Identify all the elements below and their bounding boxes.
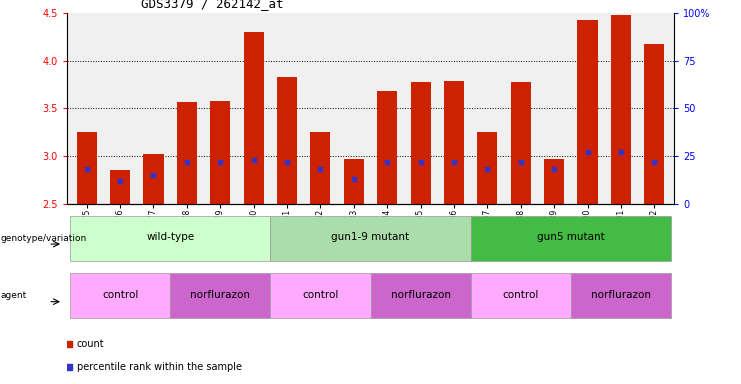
Bar: [471, 216, 671, 260]
Bar: [70, 216, 270, 260]
Text: agent: agent: [1, 291, 27, 300]
Bar: [210, 101, 230, 204]
Bar: [544, 159, 564, 204]
Bar: [110, 170, 130, 204]
Bar: [70, 273, 170, 318]
Text: gun1-9 mutant: gun1-9 mutant: [331, 232, 410, 242]
Text: control: control: [302, 290, 339, 300]
Text: genotype/variation: genotype/variation: [1, 233, 87, 243]
Bar: [77, 132, 97, 204]
Text: count: count: [77, 339, 104, 349]
Bar: [244, 33, 264, 204]
Text: norflurazon: norflurazon: [391, 290, 451, 300]
Text: gun5 mutant: gun5 mutant: [537, 232, 605, 242]
Bar: [471, 273, 571, 318]
Bar: [270, 216, 471, 260]
Bar: [644, 44, 664, 204]
Text: norflurazon: norflurazon: [591, 290, 651, 300]
Text: wild-type: wild-type: [146, 232, 194, 242]
Bar: [577, 20, 597, 204]
Bar: [511, 82, 531, 204]
Bar: [571, 273, 671, 318]
Bar: [310, 132, 330, 204]
Text: GDS3379 / 262142_at: GDS3379 / 262142_at: [141, 0, 283, 10]
Bar: [277, 77, 297, 204]
Bar: [170, 273, 270, 318]
Text: control: control: [102, 290, 139, 300]
Bar: [144, 154, 164, 204]
Bar: [344, 159, 364, 204]
Bar: [477, 132, 497, 204]
Bar: [444, 81, 464, 204]
Bar: [370, 273, 471, 318]
Bar: [377, 91, 397, 204]
Text: percentile rank within the sample: percentile rank within the sample: [77, 362, 242, 372]
Text: norflurazon: norflurazon: [190, 290, 250, 300]
Bar: [177, 102, 197, 204]
Bar: [270, 273, 370, 318]
Bar: [411, 82, 431, 204]
Text: control: control: [502, 290, 539, 300]
Bar: [611, 15, 631, 204]
